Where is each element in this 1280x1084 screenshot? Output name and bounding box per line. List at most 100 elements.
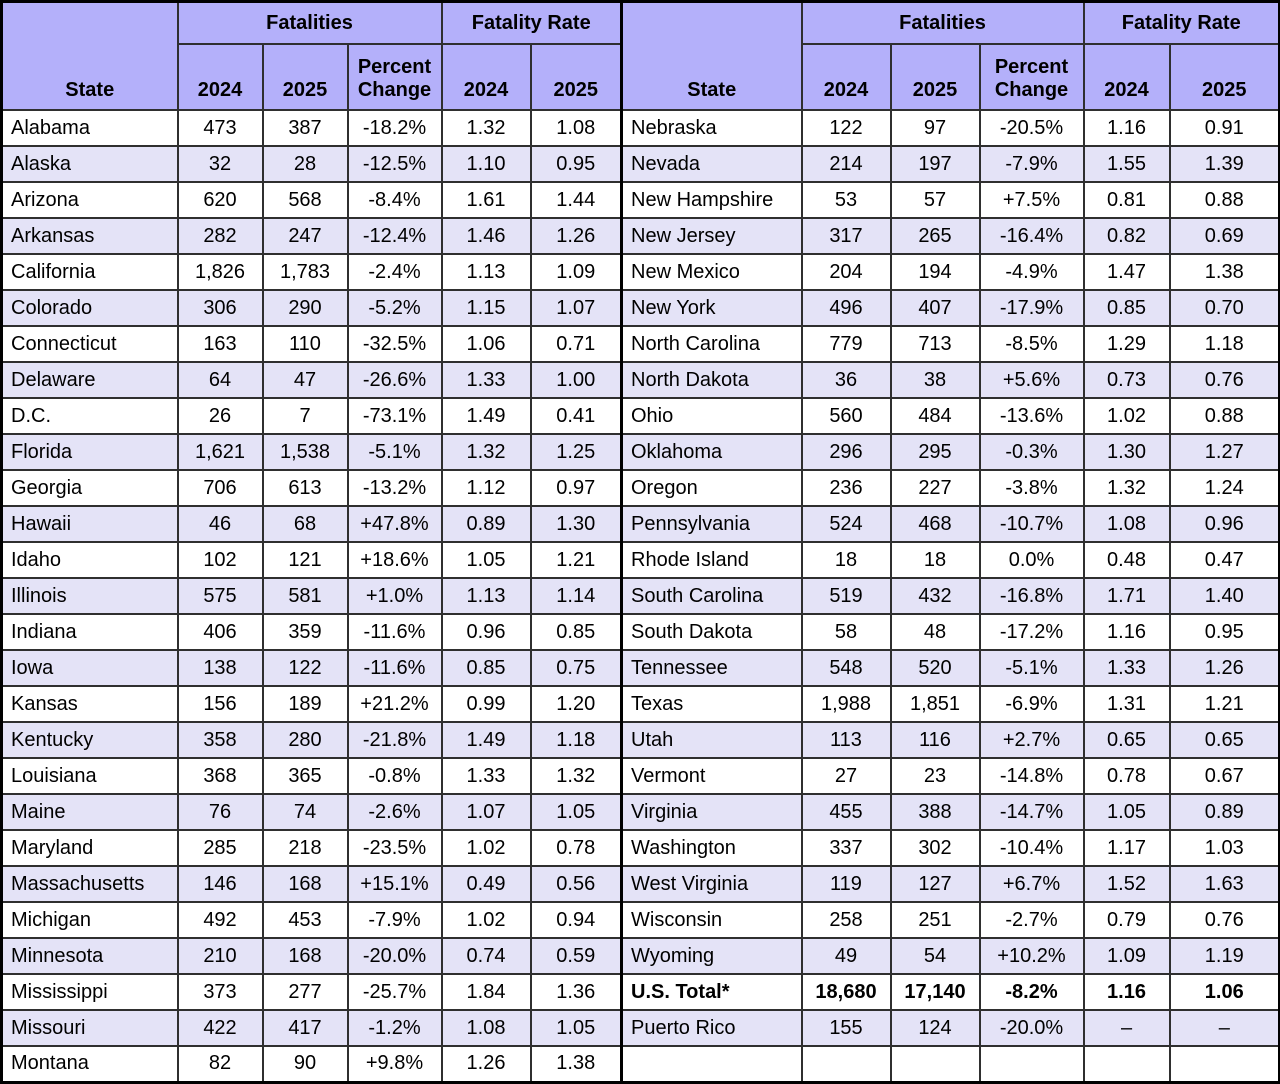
value-cell: 779	[800, 325, 892, 363]
value-cell: 713	[889, 325, 981, 363]
fatalities-2024-header-right: 2024	[800, 43, 892, 111]
rate-2025-header-right: 2025	[1168, 43, 1280, 111]
value-cell: 1.16	[1082, 973, 1171, 1011]
state-cell: Vermont	[620, 757, 803, 795]
value-cell: 0.59	[529, 937, 623, 975]
table-row: Minnesota 210 168 -20.0% 0.74 0.59 Wyoming 49 54…	[0, 937, 1280, 975]
value-cell: -10.7%	[978, 505, 1085, 543]
value-cell: -11.6%	[346, 649, 443, 687]
value-cell: -12.5%	[346, 145, 443, 183]
value-cell: 387	[261, 109, 349, 147]
value-cell: 0.91	[1168, 109, 1280, 147]
state-cell: New Jersey	[620, 217, 803, 255]
value-cell: 1.02	[440, 829, 532, 867]
value-cell: 455	[800, 793, 892, 831]
fatalities-2025-header-right: 2025	[889, 43, 981, 111]
value-cell: 68	[261, 505, 349, 543]
value-cell: 417	[261, 1009, 349, 1047]
state-cell: Indiana	[0, 613, 179, 651]
value-cell: 484	[889, 397, 981, 435]
value-cell: 82	[176, 1045, 264, 1083]
value-cell: 0.76	[1168, 361, 1280, 399]
table-row: Montana 82 90 +9.8% 1.26 1.38	[0, 1045, 1280, 1083]
value-cell: 1.03	[1168, 829, 1280, 867]
value-cell: 0.85	[1082, 289, 1171, 327]
value-cell: 548	[800, 649, 892, 687]
value-cell: 496	[800, 289, 892, 327]
value-cell: 568	[261, 181, 349, 219]
value-cell: 1,826	[176, 253, 264, 291]
value-cell: -11.6%	[346, 613, 443, 651]
state-column-header-right: State	[620, 0, 803, 111]
state-cell: Utah	[620, 721, 803, 759]
value-cell: 0.97	[529, 469, 623, 507]
value-cell: -6.9%	[978, 685, 1085, 723]
state-cell: Mississippi	[0, 973, 179, 1011]
value-cell: +9.8%	[346, 1045, 443, 1083]
value-cell: 74	[261, 793, 349, 831]
value-cell: 1.30	[529, 505, 623, 543]
value-cell: 0.65	[1082, 721, 1171, 759]
state-cell: Pennsylvania	[620, 505, 803, 543]
value-cell: 119	[800, 865, 892, 903]
value-cell: -12.4%	[346, 217, 443, 255]
fatality-rate-group-header-right: Fatality Rate	[1082, 0, 1280, 45]
value-cell: 38	[889, 361, 981, 399]
value-cell: 1,621	[176, 433, 264, 471]
state-cell: Minnesota	[0, 937, 179, 975]
table-row: Iowa 138 122 -11.6% 0.85 0.75 Tennessee 548 520-…	[0, 649, 1280, 687]
value-cell: 113	[800, 721, 892, 759]
state-cell: Kansas	[0, 685, 179, 723]
state-cell: Nevada	[620, 145, 803, 183]
state-cell: U.S. Total*	[620, 973, 803, 1011]
state-cell	[620, 1045, 803, 1083]
value-cell: -14.7%	[978, 793, 1085, 831]
value-cell: 620	[176, 181, 264, 219]
state-cell: Connecticut	[0, 325, 179, 363]
value-cell: 1.10	[440, 145, 532, 183]
value-cell: 265	[889, 217, 981, 255]
value-cell: 1.38	[1168, 253, 1280, 291]
value-cell: 365	[261, 757, 349, 795]
value-cell: -10.4%	[978, 829, 1085, 867]
value-cell: 102	[176, 541, 264, 579]
value-cell: -8.4%	[346, 181, 443, 219]
state-cell: Arizona	[0, 181, 179, 219]
state-cell: North Dakota	[620, 361, 803, 399]
table-row: Alabama 473 387 -18.2% 1.32 1.08 Nebraska 122 97…	[0, 109, 1280, 147]
value-cell: -20.5%	[978, 109, 1085, 147]
value-cell: 0.89	[440, 505, 532, 543]
state-cell: West Virginia	[620, 865, 803, 903]
value-cell: 18	[889, 541, 981, 579]
state-cell: Kentucky	[0, 721, 179, 759]
table-row: Illinois 575 581 +1.0% 1.13 1.14 South Carolin…	[0, 577, 1280, 615]
value-cell: 422	[176, 1009, 264, 1047]
value-cell: -8.2%	[978, 973, 1085, 1011]
value-cell: 1.07	[440, 793, 532, 831]
value-cell: -17.9%	[978, 289, 1085, 327]
state-cell: Ohio	[620, 397, 803, 435]
value-cell: 1.26	[440, 1045, 532, 1083]
table-row: Georgia 706 613 -13.2% 1.12 0.97 Oregon 236 227-…	[0, 469, 1280, 507]
value-cell: -5.1%	[346, 433, 443, 471]
state-cell: Alaska	[0, 145, 179, 183]
value-cell: 204	[800, 253, 892, 291]
value-cell: 337	[800, 829, 892, 867]
value-cell: 58	[800, 613, 892, 651]
value-cell: 1.20	[529, 685, 623, 723]
value-cell: 1,988	[800, 685, 892, 723]
state-cell: Wyoming	[620, 937, 803, 975]
value-cell: 1.84	[440, 973, 532, 1011]
value-cell: 1.36	[529, 973, 623, 1011]
value-cell: 575	[176, 577, 264, 615]
value-cell: 520	[889, 649, 981, 687]
value-cell: 1.19	[1168, 937, 1280, 975]
value-cell: -18.2%	[346, 109, 443, 147]
value-cell: 306	[176, 289, 264, 327]
value-cell: 519	[800, 577, 892, 615]
value-cell: 1.31	[1082, 685, 1171, 723]
state-cell: Nebraska	[620, 109, 803, 147]
value-cell: 7	[261, 397, 349, 435]
value-cell: 290	[261, 289, 349, 327]
